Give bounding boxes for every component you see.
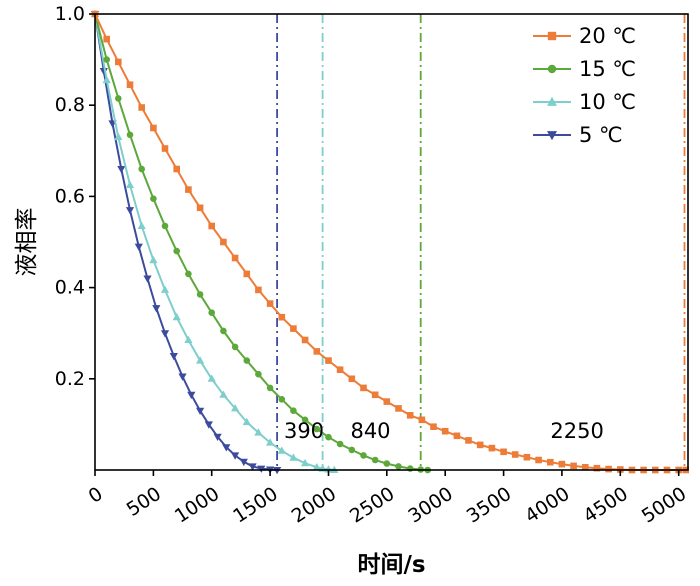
series-5℃ bbox=[90, 11, 282, 475]
series-15℃ bbox=[91, 10, 432, 474]
y-tick-label: 0.8 bbox=[55, 94, 85, 116]
legend-item-10℃: 10 ℃ bbox=[533, 90, 636, 114]
legend: 20 ℃ 15 ℃ 10 ℃ 5 ℃ bbox=[533, 24, 636, 147]
x-tick-label: 1500 bbox=[229, 483, 282, 528]
x-axis-label: 时间/s bbox=[357, 552, 426, 578]
y-tick-label: 0.6 bbox=[55, 185, 85, 207]
reference-vlines bbox=[276, 14, 686, 470]
x-tick-label: 5000 bbox=[638, 483, 691, 528]
x-tick-label: 4000 bbox=[521, 483, 574, 528]
y-axis-label: 液相率 bbox=[14, 207, 40, 277]
annotation: 2250 bbox=[550, 419, 603, 443]
legend-item-15℃: 15 ℃ bbox=[533, 57, 636, 81]
plot-border bbox=[94, 13, 689, 471]
x-tick-label: 4500 bbox=[579, 483, 632, 528]
x-tick-label: 2000 bbox=[288, 483, 341, 528]
legend-item-5℃: 5 ℃ bbox=[533, 123, 623, 147]
x-tick-label: 3500 bbox=[463, 483, 516, 528]
annotation: 840 bbox=[350, 419, 390, 443]
y-axis-ticks: 0.2 0.4 0.6 0.8 1.0 bbox=[55, 3, 95, 390]
x-tick-label: 0 bbox=[85, 483, 107, 508]
y-tick-label: 0.2 bbox=[55, 368, 85, 390]
legend-label: 10 ℃ bbox=[579, 90, 636, 114]
legend-label: 20 ℃ bbox=[579, 24, 636, 48]
x-axis-ticks: 0 500 1000 1500 2000 2500 3000 3500 4000 4500 5000 bbox=[85, 470, 691, 528]
y-tick-label: 1.0 bbox=[55, 3, 85, 25]
annotations: 390 840 2250 bbox=[284, 419, 604, 443]
y-tick-label: 0.4 bbox=[55, 277, 85, 299]
x-tick-label: 1000 bbox=[171, 483, 224, 528]
legend-label: 5 ℃ bbox=[579, 123, 623, 147]
x-tick-label: 500 bbox=[123, 483, 165, 521]
x-tick-label: 3000 bbox=[404, 483, 457, 528]
legend-label: 15 ℃ bbox=[579, 57, 636, 81]
legend-item-20℃: 20 ℃ bbox=[533, 24, 636, 48]
x-tick-label: 2500 bbox=[346, 483, 399, 528]
annotation: 390 bbox=[284, 419, 324, 443]
